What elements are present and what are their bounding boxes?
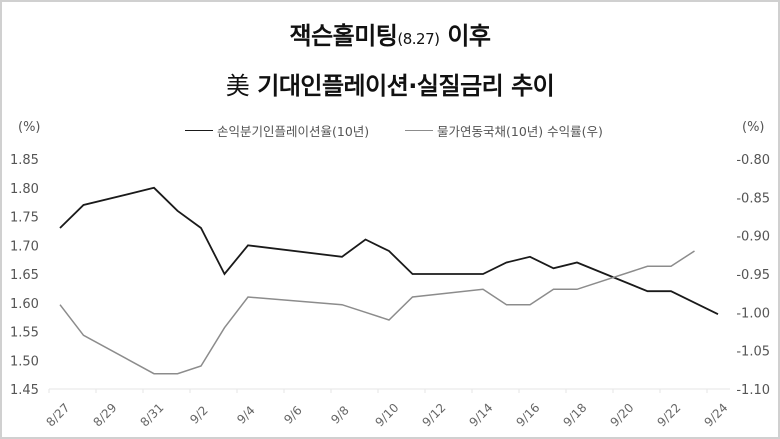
right-axis-tick: -0.85 [736, 191, 770, 206]
title-country: 美 [225, 72, 250, 100]
left-axis-tick: 1.65 [10, 268, 39, 283]
right-axis-tick: -1.00 [736, 306, 770, 321]
x-axis-tick-label: 9/6 [281, 403, 305, 427]
right-axis-tick: -0.90 [736, 230, 770, 245]
x-axis-tick-label: 9/14 [467, 401, 496, 430]
x-axis-tick-label: 9/24 [702, 401, 731, 430]
left-axis-tick: 1.80 [10, 182, 39, 197]
right-axis-tick: -1.05 [736, 345, 770, 360]
x-axis-tick-label: 8/31 [138, 401, 167, 430]
chart-title-line2: 美 기대인플레이션·실질금리 추이 [2, 66, 778, 101]
series-line-tips-yield [59, 250, 695, 375]
title-tail: 이후 [439, 22, 491, 50]
x-axis-tick-label: 9/8 [328, 403, 352, 427]
x-axis-tick-label: 8/29 [91, 401, 120, 430]
legend-label: 물가연동국채(10년) 수익률(우) [437, 124, 603, 139]
x-axis-tick-label: 9/22 [655, 401, 684, 430]
right-axis-tick: -0.95 [736, 268, 770, 283]
series-line-breakeven-inflation [59, 186, 719, 316]
title-date: (8.27) [397, 30, 440, 48]
left-axis-tick: 1.45 [10, 383, 39, 398]
right-axis-tick: -0.80 [736, 153, 770, 168]
x-axis-tick-label: 9/2 [187, 403, 211, 427]
legend-item-tips-yield: 물가연동국채(10년) 수익률(우) [405, 121, 603, 140]
title-subject: 기대인플레이션·실질금리 추이 [257, 72, 555, 100]
right-axis-tick: -1.10 [736, 383, 770, 398]
x-axis-tick-label: 9/16 [514, 401, 543, 430]
left-axis-tick: 1.75 [10, 211, 39, 226]
left-axis-tick: 1.55 [10, 326, 39, 341]
legend-item-breakeven: 손익분기인플레이션율(10년) [185, 121, 369, 140]
legend-swatch-grey [405, 130, 433, 131]
left-axis-tick: 1.70 [10, 239, 39, 254]
left-axis-tick: 1.60 [10, 297, 39, 312]
chart-title-line1: 잭슨홀미팅(8.27) 이후 [2, 16, 778, 51]
title-main: 잭슨홀미팅 [289, 22, 398, 50]
x-axis-tick-label: 9/4 [234, 403, 258, 427]
legend-label: 손익분기인플레이션율(10년) [217, 124, 370, 139]
x-axis-tick-label: 9/10 [373, 401, 402, 430]
left-axis-tick: 1.50 [10, 354, 39, 369]
x-axis-tick-label: 8/27 [44, 401, 73, 430]
right-axis-unit: (%) [742, 120, 765, 135]
x-axis-tick-label: 9/18 [561, 401, 590, 430]
left-axis-tick: 1.85 [10, 153, 39, 168]
x-axis-tick-label: 9/12 [420, 401, 449, 430]
left-axis-unit: (%) [18, 120, 41, 135]
x-axis-tick-label: 9/20 [608, 401, 637, 430]
legend-swatch-black [185, 130, 213, 131]
